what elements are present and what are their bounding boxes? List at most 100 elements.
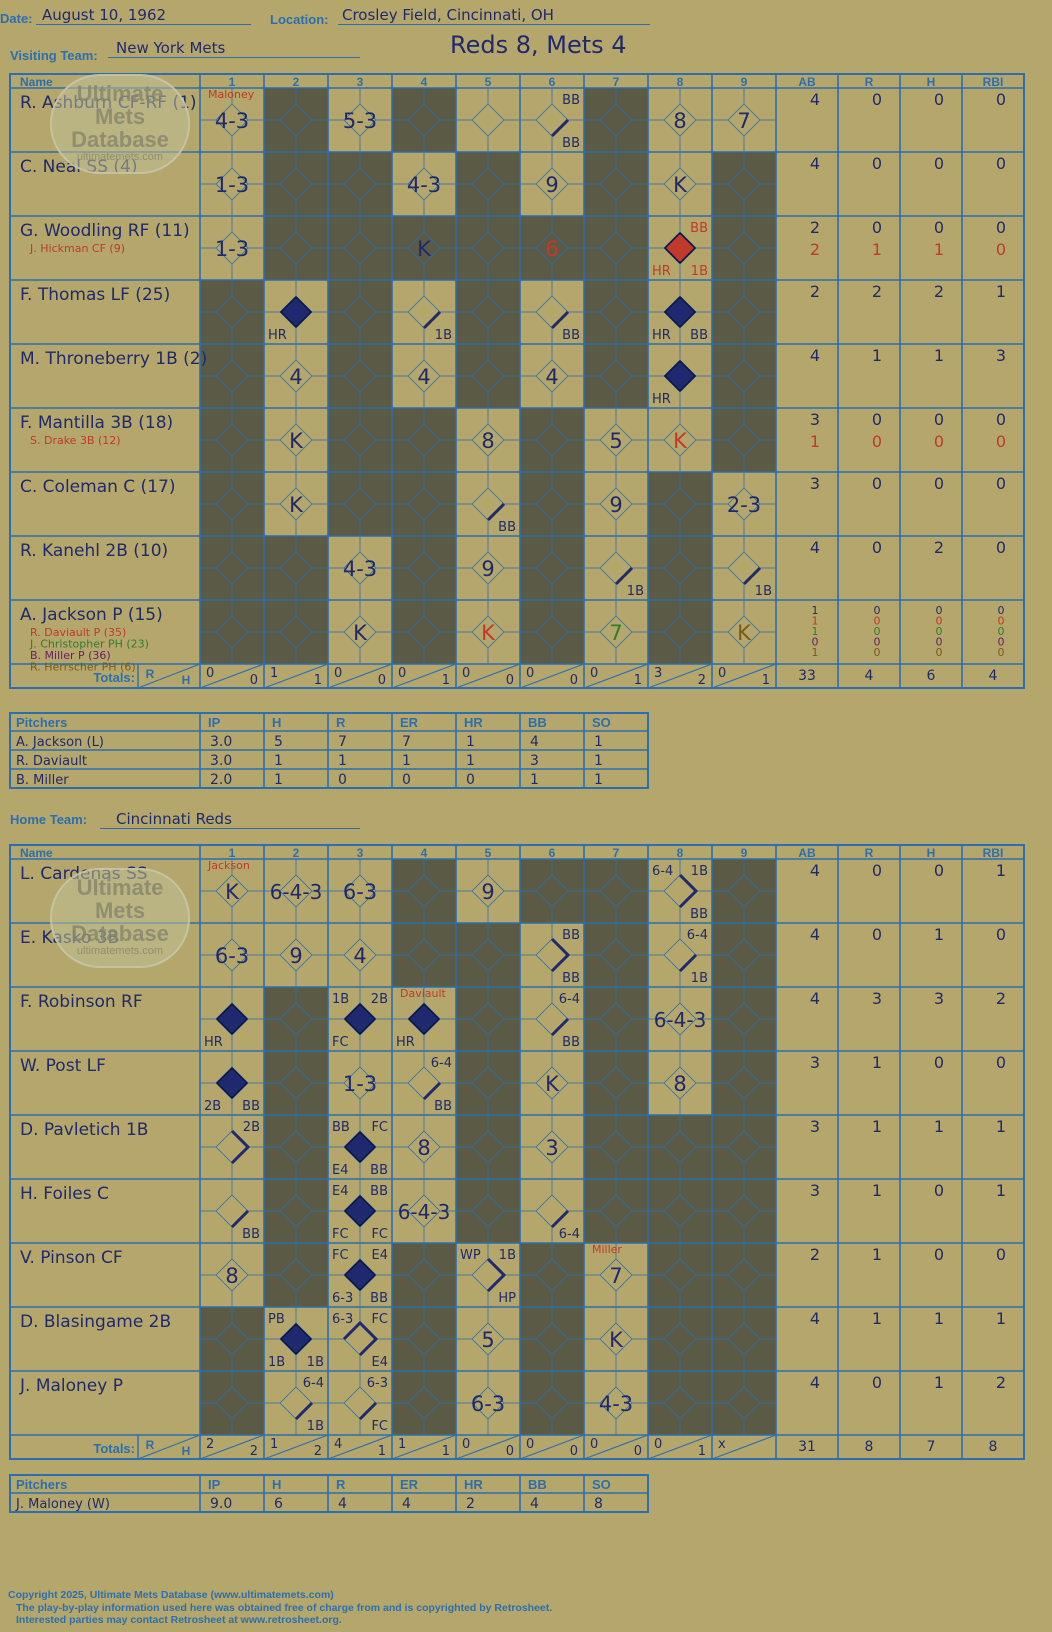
player-stat: 2 <box>996 989 1006 1008</box>
basepath-first <box>358 1401 378 1421</box>
pitcher-stat: 1 <box>338 753 347 769</box>
inning-header: 3 <box>357 846 364 860</box>
pitcher-change-note: Jackson <box>207 859 250 872</box>
inning-header: 6 <box>549 75 556 89</box>
basepath-first <box>550 118 570 138</box>
base-diamond <box>215 103 249 137</box>
stat-header: AB <box>798 75 816 89</box>
col-header-name: Name <box>20 846 53 860</box>
run-scored-diamond <box>343 1258 377 1292</box>
base-diamond <box>727 423 761 457</box>
pitchers-header: SO <box>592 1477 611 1492</box>
base-note: BB <box>562 93 580 108</box>
pitcher-change-note: Miller <box>592 1243 622 1256</box>
pitcher-stat: 1 <box>274 772 283 788</box>
player-stat: 0 <box>996 90 1006 109</box>
base-diamond <box>663 938 697 972</box>
player-stat: 0 <box>996 154 1006 173</box>
base-diamond <box>471 423 505 457</box>
player-stat: 1 <box>872 1181 882 1200</box>
run-scored-diamond <box>343 1194 377 1228</box>
basepath-second <box>550 937 571 973</box>
base-note: 6-3 <box>332 1291 353 1306</box>
base-diamond <box>471 295 505 329</box>
base-diamond <box>215 1322 249 1356</box>
inning-runs: 0 <box>462 666 470 681</box>
player-stat: 3 <box>810 1181 820 1200</box>
inning-hits: 1 <box>442 673 450 688</box>
totals-h-label: H <box>182 1444 191 1458</box>
base-diamond <box>535 423 569 457</box>
player-stat: 3 <box>996 346 1006 365</box>
pitcher-stat: 8 <box>594 1496 603 1512</box>
inning-runs: 0 <box>526 1437 534 1452</box>
base-note: E4 <box>372 1248 389 1263</box>
player-stat: 2 <box>810 218 820 237</box>
inning-runs: 0 <box>462 1437 470 1452</box>
player-stat: 1 <box>872 1245 882 1264</box>
base-note: 2B <box>204 1099 221 1114</box>
base-diamond <box>279 1258 313 1292</box>
inning-header: 4 <box>421 75 428 89</box>
game-location: Crosley Field, Cincinnati, OH <box>342 6 554 24</box>
inning-total-slash <box>327 663 393 689</box>
player-stat: 0 <box>996 1245 1006 1264</box>
play-result: 8 <box>417 1136 430 1160</box>
player-stat: 0 <box>874 636 881 649</box>
play-result: K <box>609 1328 624 1352</box>
player-stat: 0 <box>934 1181 944 1200</box>
player-name: F. Mantilla 3B (18) <box>20 413 173 433</box>
base-note: 1B <box>691 264 708 279</box>
player-stat: 3 <box>810 1053 820 1072</box>
base-diamond <box>215 1258 249 1292</box>
player-stat: 0 <box>996 538 1006 557</box>
base-diamond <box>343 487 377 521</box>
inning-hits: 1 <box>762 673 770 688</box>
base-diamond <box>727 1386 761 1420</box>
player-name: A. Jackson P (15) <box>20 605 163 625</box>
base-diamond <box>471 551 505 585</box>
player-stat: 0 <box>874 646 881 659</box>
player-stat: 0 <box>934 474 944 493</box>
base-diamond <box>407 551 441 585</box>
inning-hits: 1 <box>698 1444 706 1459</box>
player-stat: 3 <box>934 989 944 1008</box>
base-diamond <box>343 551 377 585</box>
inning-total-slash <box>263 663 329 689</box>
basepath-first <box>614 566 634 586</box>
pitcher-stat: 1 <box>594 753 603 769</box>
base-diamond <box>407 1130 441 1164</box>
base-diamond <box>663 1386 697 1420</box>
base-diamond <box>535 359 569 393</box>
player-stat: 1 <box>872 1117 882 1136</box>
inning-header: 7 <box>613 846 620 860</box>
base-note: HR <box>652 264 671 279</box>
base-note: 6-4 <box>559 1227 580 1242</box>
base-note: 1B <box>755 584 772 599</box>
inning-runs: 0 <box>526 666 534 681</box>
player-name: C. Coleman C (17) <box>20 477 175 497</box>
pitcher-stat: 4 <box>402 1496 411 1512</box>
base-diamond <box>343 295 377 329</box>
base-diamond <box>279 231 313 265</box>
inning-hits: 0 <box>506 1444 514 1459</box>
inning-hits: 0 <box>570 673 578 688</box>
player-stat: 3 <box>810 410 820 429</box>
stat-header: H <box>927 846 936 860</box>
inning-header: 6 <box>549 846 556 860</box>
base-note: E4 <box>372 1355 389 1370</box>
run-scored-diamond <box>279 295 313 329</box>
base-diamond <box>471 1386 505 1420</box>
col-header-name: Name <box>20 75 53 89</box>
basepath-first <box>422 310 442 330</box>
play-result: K <box>225 880 240 904</box>
base-note: BB <box>562 136 580 151</box>
base-diamond <box>279 874 313 908</box>
run-scored-diamond <box>663 295 697 329</box>
player-stat: 0 <box>812 636 819 649</box>
base-diamond <box>407 423 441 457</box>
base-diamond <box>343 103 377 137</box>
base-diamond <box>471 615 505 649</box>
grid-border <box>9 844 1025 1460</box>
inning-hits: 1 <box>634 673 642 688</box>
